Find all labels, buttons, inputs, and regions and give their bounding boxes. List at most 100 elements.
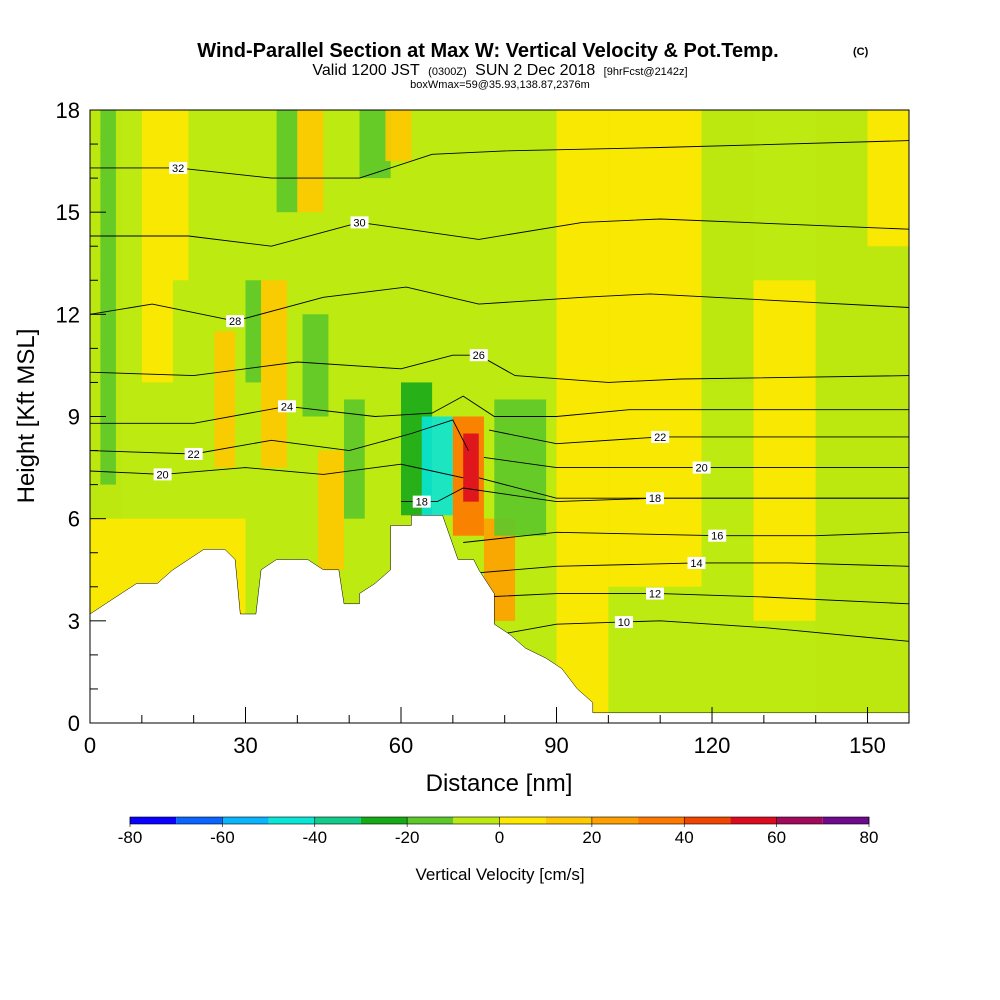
theta-label-box [277,400,296,413]
colorbar-tick-label: 40 [675,828,694,847]
w-cell [214,331,236,468]
colorbar-tick-label: 60 [767,828,786,847]
y-tick-label: 6 [68,507,80,532]
colorbar-bin [591,817,639,824]
colorbar-title: Vertical Velocity [cm/s] [415,865,584,884]
theta-label: 16 [711,531,723,543]
colorbar-bin [176,817,223,824]
y-tick-label: 9 [68,405,80,430]
theta-label-box [226,315,245,328]
theta-label: 22 [188,449,200,461]
w-cell [100,110,116,485]
theta-label-box [153,468,172,481]
w-cell [494,399,547,536]
utc-time: (0300Z) [428,66,467,78]
colorbar-bin [684,817,731,824]
theta-contour-line [90,140,910,179]
colorbar-tick-label: 80 [860,828,879,847]
w-cell [867,110,909,247]
terrain [89,515,910,724]
theta-contour-line [489,429,909,445]
theta-label-box [646,492,665,505]
theta-label-box [469,349,488,362]
theta-label-box [708,529,727,542]
colorbar-tick-label: -60 [210,828,235,847]
theta-label-box [184,447,203,460]
w-cell [608,110,702,587]
theta-label-box [687,556,706,569]
theta-label: 20 [696,463,708,475]
colorbar-bin [499,817,546,824]
theta-label: 14 [690,558,702,570]
w-cell [302,314,329,417]
theta-label-box [614,616,633,629]
box-wmax-info: boxWmax=59@35.93,138.87,2376m [410,79,590,91]
chart-subtitle: Valid 1200 JST (0300Z) SUN 2 Dec 2018 [9… [312,62,687,79]
theta-label: 32 [172,163,184,175]
colorbar-bin [730,817,777,824]
x-axis-label: Distance [nm] [426,770,573,797]
w-cell [141,110,173,383]
copyright-mark: (C) [853,46,869,58]
w-cell [753,280,816,621]
plot-area: 10 12 14 16 18 18 20 20 22 22 24 26 28 30 32 [89,109,910,724]
colorbar-bin [545,817,592,824]
colorbar-bin [453,817,500,824]
y-axis: 0 3 6 9 12 15 18 [56,98,106,736]
theta-contour-labels: 10 12 14 16 18 18 20 20 22 22 24 26 28 30 32 [153,161,727,629]
w-cell [276,110,298,213]
theta-contour-line [483,456,909,469]
theta-label: 18 [416,497,428,509]
theta-label: 10 [618,617,630,629]
colorbar-bin [407,817,454,824]
colorbar: -80 -60 -40 -20 0 20 40 60 80 [118,816,879,847]
theta-contour-line [89,354,910,383]
colorbar-bin [130,817,177,824]
w-cell [297,110,324,213]
colorbar-bin [776,817,823,824]
theta-label: 24 [281,401,293,413]
w-cell [463,433,479,502]
colorbar-bin [222,817,269,824]
w-cell [261,280,287,468]
w-cell [385,110,412,162]
colorbar-tick-label: 20 [582,828,601,847]
theta-label: 22 [654,432,666,444]
y-tick-label: 12 [56,302,80,327]
theta-label-box [646,587,665,600]
colorbar-tick-label: -80 [118,828,143,847]
y-tick-label: 0 [68,711,80,736]
x-tick-label: 120 [694,733,731,758]
chart-title: Wind-Parallel Section at Max W: Vertical… [197,40,778,62]
colorbar-tick-label: -20 [395,828,420,847]
w-cell [318,450,344,570]
theta-label: 28 [229,316,241,328]
valid-time: Valid 1200 JST [312,62,420,79]
theta-label: 18 [649,493,661,505]
w-cell [245,280,262,383]
theta-contour-line [89,286,910,322]
x-tick-label: 150 [849,733,886,758]
y-tick-label: 3 [68,609,80,634]
theta-contour-line [90,395,909,424]
x-axis: 0 30 60 90 120 150 [84,707,886,758]
theta-label-box [169,161,188,174]
theta-contour-line [90,218,910,247]
colorbar-bin [268,817,315,824]
colorbar-bin [360,817,408,824]
theta-label: 30 [353,217,365,229]
theta-label-box [651,430,670,443]
theta-label: 20 [156,469,168,481]
valid-date: SUN 2 Dec 2018 [475,62,595,79]
y-axis-label: Height [Kft MSL] [13,329,40,504]
w-cell [172,110,189,281]
w-cell [701,110,754,383]
theta-contour-line [499,620,910,642]
colorbar-tick-label: -40 [302,828,327,847]
colorbar-bin [822,817,869,824]
theta-label-box [350,216,369,229]
w-cell [556,110,609,713]
forecast-info: [9hrFcst@2142z] [604,66,688,78]
x-tick-label: 60 [389,733,413,758]
